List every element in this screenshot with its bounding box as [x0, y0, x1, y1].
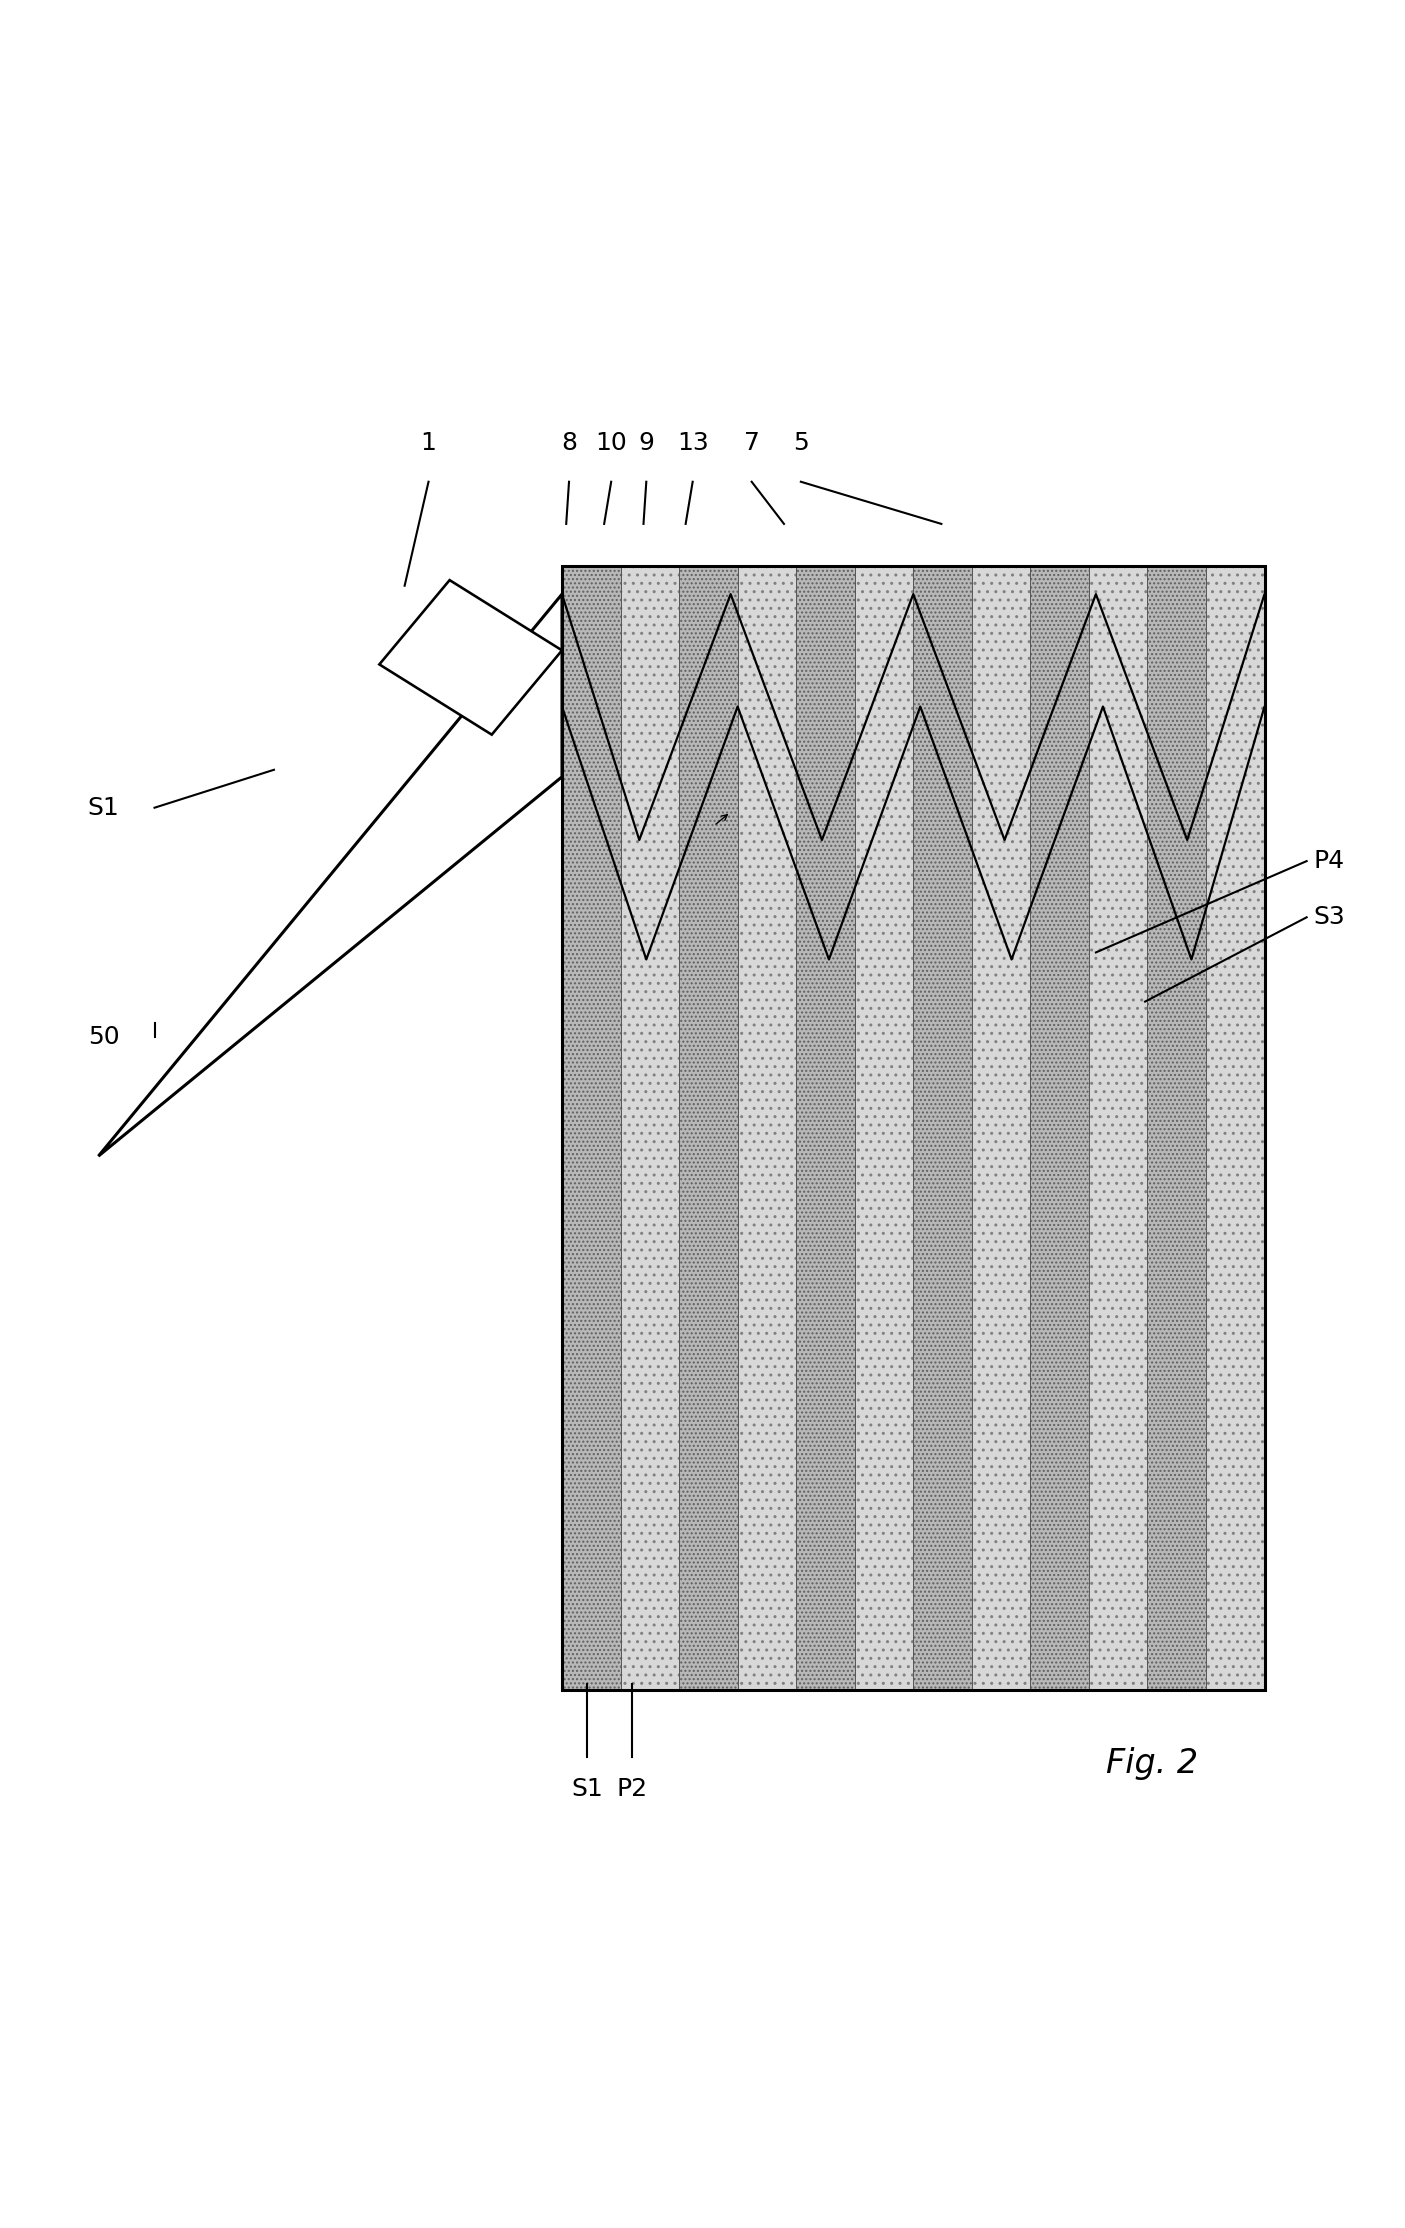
Text: 50: 50 — [87, 1025, 119, 1049]
Text: S3: S3 — [1314, 905, 1346, 929]
Bar — [738, 566, 797, 1691]
Bar — [972, 566, 1030, 1691]
Text: 10: 10 — [596, 430, 627, 455]
Bar — [913, 566, 972, 1691]
Polygon shape — [98, 595, 562, 1156]
Text: 1: 1 — [420, 430, 437, 455]
Bar — [1205, 566, 1264, 1691]
Text: P2: P2 — [617, 1778, 648, 1800]
Text: 13: 13 — [677, 430, 708, 455]
Text: S1: S1 — [87, 795, 119, 820]
Bar — [797, 566, 854, 1691]
Text: 8: 8 — [561, 430, 577, 455]
Bar — [1205, 566, 1264, 1691]
Bar — [679, 566, 738, 1691]
Bar — [854, 566, 913, 1691]
Bar — [1089, 566, 1148, 1691]
Bar — [738, 566, 797, 1691]
Text: 5: 5 — [792, 430, 809, 455]
Text: 9: 9 — [638, 430, 655, 455]
Bar — [562, 566, 621, 1691]
Bar — [679, 566, 738, 1691]
Bar — [1089, 566, 1148, 1691]
Bar — [972, 566, 1030, 1691]
Text: P4: P4 — [1314, 849, 1345, 873]
Bar — [797, 566, 854, 1691]
Bar — [913, 566, 972, 1691]
Polygon shape — [379, 579, 562, 735]
Bar — [562, 566, 621, 1691]
Bar — [1148, 566, 1205, 1691]
Bar — [854, 566, 913, 1691]
Bar — [621, 566, 679, 1691]
Bar — [1030, 566, 1089, 1691]
Bar — [1030, 566, 1089, 1691]
Bar — [562, 566, 1264, 1691]
Text: Fig. 2: Fig. 2 — [1106, 1747, 1198, 1780]
Text: 7: 7 — [743, 430, 760, 455]
Text: S1: S1 — [572, 1778, 603, 1800]
Bar — [621, 566, 679, 1691]
Bar — [1148, 566, 1205, 1691]
Bar — [562, 566, 1264, 1691]
